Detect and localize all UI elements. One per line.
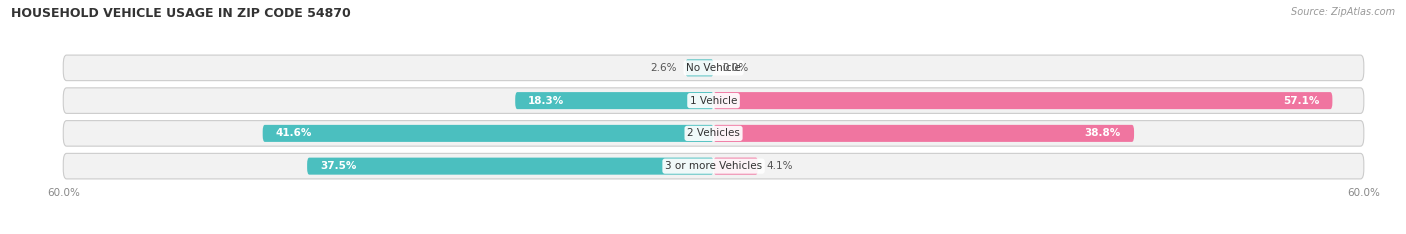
FancyBboxPatch shape: [63, 55, 1364, 81]
Text: Source: ZipAtlas.com: Source: ZipAtlas.com: [1291, 7, 1395, 17]
Text: 57.1%: 57.1%: [1284, 96, 1319, 106]
Text: No Vehicle: No Vehicle: [686, 63, 741, 73]
Text: 37.5%: 37.5%: [321, 161, 357, 171]
Text: 2 Vehicles: 2 Vehicles: [688, 128, 740, 138]
Text: 41.6%: 41.6%: [276, 128, 312, 138]
Text: 3 or more Vehicles: 3 or more Vehicles: [665, 161, 762, 171]
Text: 2.6%: 2.6%: [650, 63, 676, 73]
FancyBboxPatch shape: [63, 121, 1364, 146]
Text: HOUSEHOLD VEHICLE USAGE IN ZIP CODE 54870: HOUSEHOLD VEHICLE USAGE IN ZIP CODE 5487…: [11, 7, 352, 20]
Text: 1 Vehicle: 1 Vehicle: [690, 96, 737, 106]
FancyBboxPatch shape: [713, 125, 1135, 142]
FancyBboxPatch shape: [63, 88, 1364, 113]
FancyBboxPatch shape: [515, 92, 713, 109]
FancyBboxPatch shape: [713, 92, 1333, 109]
Legend: Owner-occupied, Renter-occupied: Owner-occupied, Renter-occupied: [602, 231, 825, 234]
FancyBboxPatch shape: [63, 153, 1364, 179]
Text: 4.1%: 4.1%: [766, 161, 793, 171]
FancyBboxPatch shape: [713, 158, 758, 175]
Text: 38.8%: 38.8%: [1085, 128, 1121, 138]
FancyBboxPatch shape: [685, 59, 713, 76]
FancyBboxPatch shape: [307, 158, 713, 175]
FancyBboxPatch shape: [263, 125, 713, 142]
Text: 0.0%: 0.0%: [723, 63, 748, 73]
Text: 18.3%: 18.3%: [529, 96, 564, 106]
